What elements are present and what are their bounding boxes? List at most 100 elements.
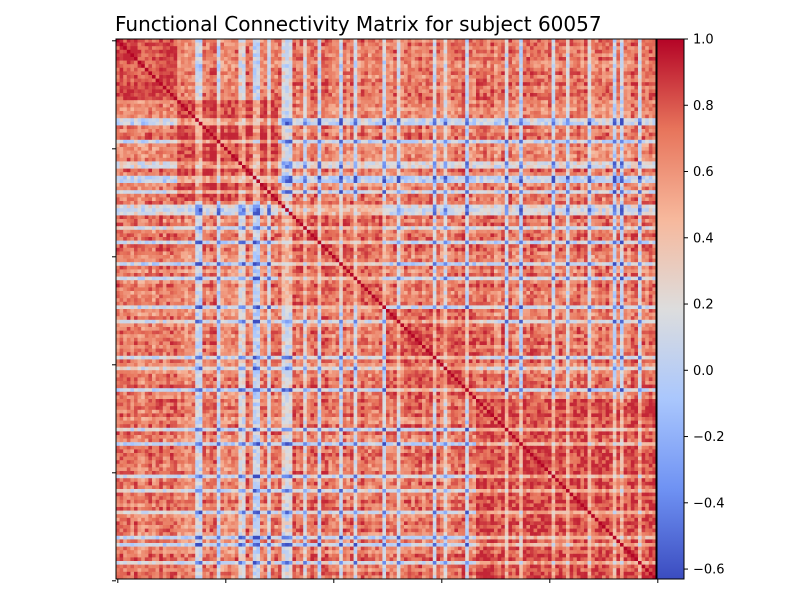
heatmap-cell	[486, 154, 491, 159]
heatmap-cell	[123, 143, 128, 148]
heatmap-cell	[278, 46, 282, 51]
heatmap-cell	[180, 139, 185, 144]
heatmap-cell	[443, 85, 448, 90]
heatmap-cell	[220, 75, 225, 79]
heatmap-cell	[202, 154, 207, 159]
heatmap-cell	[220, 89, 225, 94]
heatmap-cell	[216, 75, 221, 79]
heatmap-cell	[454, 132, 459, 137]
heatmap-cell	[436, 121, 441, 126]
heatmap-cell	[303, 49, 308, 54]
heatmap-cell	[634, 53, 639, 58]
heatmap-cell	[231, 53, 236, 58]
heatmap-cell	[465, 49, 470, 54]
heatmap-cell	[119, 114, 124, 119]
heatmap-cell	[432, 114, 437, 119]
heatmap-cell	[490, 114, 495, 119]
heatmap-cell	[299, 121, 304, 126]
heatmap-cell	[216, 132, 221, 137]
heatmap-cell	[598, 71, 603, 76]
heatmap-cell	[400, 132, 405, 137]
heatmap-cell	[569, 139, 574, 144]
heatmap-cell	[206, 57, 210, 61]
heatmap-cell	[360, 125, 365, 130]
heatmap-cell	[155, 64, 160, 69]
heatmap-cell	[357, 82, 362, 87]
heatmap-cell	[562, 143, 567, 148]
heatmap-cell	[555, 42, 560, 47]
heatmap-cell	[180, 60, 185, 65]
heatmap-cell	[602, 67, 606, 72]
heatmap-cell	[627, 42, 632, 47]
heatmap-cell	[479, 82, 484, 87]
heatmap-cell	[566, 107, 570, 112]
heatmap-cell	[530, 71, 534, 76]
heatmap-cell	[465, 42, 470, 47]
heatmap-cell	[252, 139, 257, 144]
heatmap-cell	[443, 57, 448, 61]
heatmap-cell	[375, 139, 380, 144]
heatmap-cell	[126, 107, 131, 112]
heatmap-cell	[422, 111, 426, 115]
heatmap-cell	[159, 107, 164, 112]
heatmap-cell	[350, 78, 354, 83]
heatmap-cell	[123, 67, 128, 72]
heatmap-cell	[429, 100, 434, 105]
heatmap-cell	[465, 39, 470, 43]
heatmap-cell	[152, 118, 156, 123]
heatmap-cell	[620, 53, 624, 58]
heatmap-cell	[594, 96, 599, 101]
heatmap-cell	[620, 67, 624, 72]
heatmap-cell	[404, 143, 408, 148]
heatmap-cell	[612, 136, 617, 141]
heatmap-cell	[346, 96, 351, 101]
heatmap-cell	[533, 139, 538, 144]
heatmap-cell	[638, 118, 642, 123]
heatmap-cell	[159, 154, 164, 159]
heatmap-cell	[234, 57, 239, 61]
heatmap-cell	[350, 139, 354, 144]
heatmap-cell	[436, 136, 441, 141]
heatmap-cell	[623, 89, 628, 94]
heatmap-cell	[461, 57, 466, 61]
heatmap-cell	[486, 53, 491, 58]
heatmap-cell	[450, 78, 455, 83]
heatmap-cell	[436, 114, 441, 119]
heatmap-cell	[472, 139, 477, 144]
heatmap-cell	[418, 103, 423, 108]
heatmap-cell	[472, 49, 477, 54]
heatmap-cell	[533, 147, 538, 151]
heatmap-cell	[152, 49, 156, 54]
heatmap-cell	[148, 136, 153, 141]
heatmap-cell	[335, 75, 340, 79]
heatmap-cell	[414, 129, 419, 133]
heatmap-cell	[393, 150, 398, 155]
heatmap-cell	[195, 85, 200, 90]
heatmap-cell	[288, 75, 293, 79]
heatmap-cell	[623, 75, 628, 79]
heatmap-cell	[634, 96, 639, 101]
heatmap-cell	[339, 114, 344, 119]
heatmap-cell	[501, 125, 506, 130]
heatmap-cell	[479, 42, 484, 47]
heatmap-cell	[306, 100, 311, 105]
heatmap-cell	[206, 150, 210, 155]
heatmap-cell	[141, 111, 146, 115]
heatmap-cell	[256, 53, 261, 58]
heatmap-cell	[332, 78, 336, 83]
heatmap-cell	[472, 154, 477, 159]
heatmap-cell	[224, 139, 228, 144]
heatmap-cell	[497, 125, 502, 130]
heatmap-cell	[371, 129, 376, 133]
heatmap-cell	[526, 154, 531, 159]
heatmap-cell	[504, 154, 509, 159]
heatmap-cell	[414, 107, 419, 112]
heatmap-cell	[342, 53, 347, 58]
heatmap-cell	[627, 132, 632, 137]
heatmap-cell	[566, 129, 570, 133]
heatmap-cell	[468, 114, 473, 119]
heatmap-cell	[404, 139, 408, 144]
heatmap-cell	[648, 111, 653, 115]
heatmap-cell	[220, 136, 225, 141]
heatmap-cell	[504, 46, 509, 51]
